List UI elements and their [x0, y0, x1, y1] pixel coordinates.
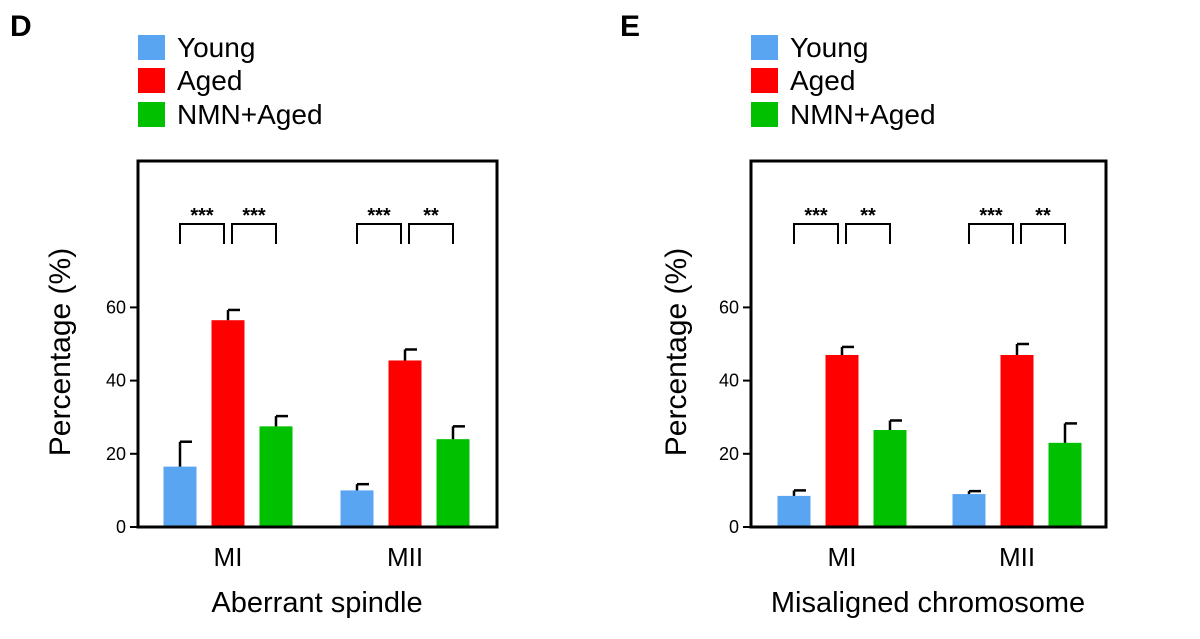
plot-frame	[136, 159, 499, 529]
bar-aged-mii	[388, 360, 422, 527]
panel-d: D Young Aged NMN+Aged MI MII*** *** *** **02…	[10, 10, 499, 619]
significance-label: **	[1035, 205, 1051, 227]
significance-label: ***	[367, 205, 391, 227]
significance-label: **	[860, 205, 876, 227]
legend-swatch-aged	[751, 68, 778, 93]
y-tick-label: 20	[719, 444, 739, 464]
legend-label-nmn-aged: NMN+Aged	[790, 99, 936, 130]
significance-bracket	[1020, 223, 1066, 244]
legend: Young Aged NMN+Aged	[751, 32, 936, 130]
legend-swatch-young	[138, 35, 165, 60]
bar-nmn-aged-mii	[436, 439, 470, 527]
y-axis-label: Percentage (%)	[44, 248, 77, 456]
legend-swatch-aged	[138, 68, 165, 93]
significance-bracket	[356, 223, 402, 244]
significance-bracket	[231, 223, 277, 244]
y-tick-label: 20	[106, 444, 126, 464]
legend-swatch-nmn-aged	[138, 102, 165, 127]
category-label: MI	[214, 542, 243, 572]
bar-nmn-aged-mi	[873, 430, 907, 527]
panel-label: E	[620, 10, 640, 43]
plot-frame	[749, 159, 1108, 529]
y-tick-label: 0	[116, 517, 126, 537]
bar-young-mi	[163, 466, 197, 527]
bar-aged-mi	[211, 320, 245, 527]
legend-swatch-nmn-aged	[751, 102, 778, 127]
significance-bracket	[179, 223, 225, 244]
significance-bracket	[408, 223, 454, 244]
legend-swatch-young	[751, 35, 778, 60]
y-tick-label: 60	[106, 297, 126, 317]
y-tick-label: 40	[106, 371, 126, 391]
significance-label: ***	[190, 205, 214, 227]
bar-young-mi	[777, 495, 811, 527]
bar-young-mii	[952, 494, 986, 527]
bar-nmn-aged-mii	[1048, 442, 1082, 527]
y-tick-label: 0	[729, 517, 739, 537]
x-axis-label: Misaligned chromosome	[771, 587, 1085, 619]
significance-label: ***	[242, 205, 266, 227]
category-label: MI	[828, 542, 857, 572]
significance-label: ***	[804, 205, 828, 227]
legend-label-aged: Aged	[790, 65, 855, 96]
significance-label: ***	[979, 205, 1003, 227]
bar-aged-mi	[825, 354, 859, 527]
legend-label-nmn-aged: NMN+Aged	[177, 99, 323, 130]
significance-bracket	[845, 223, 891, 244]
legend-label-young: Young	[177, 32, 255, 63]
category-label: MII	[999, 542, 1035, 572]
legend-label-aged: Aged	[177, 65, 242, 96]
x-axis-label: Aberrant spindle	[211, 587, 422, 619]
category-label: MII	[387, 542, 423, 572]
panel-label: D	[10, 10, 32, 43]
panel-e: E Young Aged NMN+Aged MI MII*** ** *** **020…	[620, 10, 1108, 619]
significance-bracket	[793, 223, 839, 244]
y-tick-label: 40	[719, 371, 739, 391]
significance-label: **	[423, 205, 439, 227]
y-tick-label: 60	[719, 297, 739, 317]
legend-label-young: Young	[790, 32, 868, 63]
bar-nmn-aged-mi	[259, 426, 293, 527]
bar-aged-mii	[1000, 354, 1034, 527]
y-axis-label: Percentage (%)	[660, 248, 693, 456]
bar-young-mii	[340, 490, 374, 527]
legend: Young Aged NMN+Aged	[138, 32, 323, 130]
significance-bracket	[968, 223, 1014, 244]
